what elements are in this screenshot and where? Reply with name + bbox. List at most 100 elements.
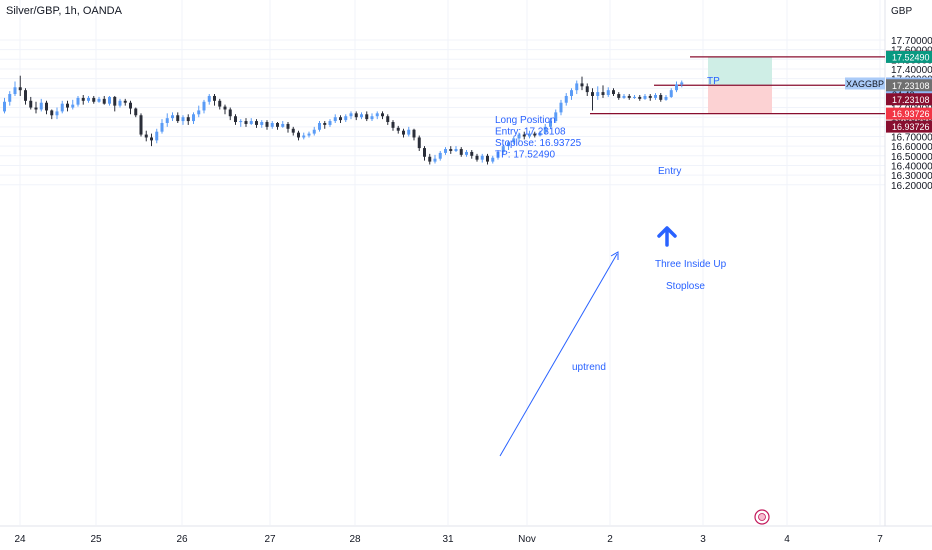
candle [601,92,605,96]
x-tick-label: 31 [442,534,454,545]
candle [465,151,468,155]
candle [165,118,169,123]
x-tick-label: 25 [90,534,102,545]
candle [155,131,159,141]
entry-label: Entry [658,166,681,177]
candle [18,87,22,91]
candle [564,95,568,103]
candle [223,106,227,110]
candle [50,110,54,116]
candle [213,95,216,101]
price-tag-label: 16.93726 [892,109,930,119]
candle [470,151,474,156]
candle [55,111,59,116]
candle [328,121,332,125]
candle [522,134,526,137]
candle [197,110,201,115]
candle [29,100,33,108]
candle [71,104,75,108]
y-tick-label: 16.60000 [891,142,932,153]
candle [517,134,521,139]
symbol-tag[interactable] [845,77,885,90]
y-tick-label: 17.40000 [891,65,932,76]
candle [181,117,185,122]
candle [528,133,531,137]
position-label-line: Entry: 17.23108 [495,127,566,138]
candle [680,82,684,85]
candle [160,122,164,132]
candle [417,137,421,149]
candle [659,95,663,100]
candle [606,90,610,96]
price-tag [886,93,932,106]
candle [45,102,48,111]
candle [475,155,479,160]
candle [575,83,579,91]
candle [307,133,311,136]
x-tick-label: 4 [784,534,790,545]
candle [323,122,327,125]
candle [675,84,678,91]
candle [496,151,500,158]
x-tick-label: 24 [14,534,26,545]
candle [402,130,405,135]
candle [139,115,143,135]
y-tick-label: 16.20000 [891,181,932,192]
candle [554,112,558,122]
candle [433,158,437,162]
y-tick-label: 17.70000 [891,36,932,47]
candle [627,95,631,98]
uptrend-arrow[interactable] [499,253,618,457]
candle [543,126,547,133]
candle [648,95,652,98]
price-tag-label: 17.23108 [892,81,930,91]
candle [360,114,363,118]
candle [123,100,127,103]
candle [39,102,43,110]
candle [108,96,111,104]
x-tick-label: 28 [349,534,361,545]
candle [538,132,542,136]
candle [428,156,432,162]
candle [559,102,563,113]
pattern-arrow-icon [657,226,677,247]
candle [612,90,615,95]
candle [186,117,190,122]
candle [239,121,243,123]
profit-zone[interactable] [708,56,772,86]
candle [81,97,85,101]
candle [664,96,668,100]
price-tag [886,50,932,63]
candle [480,155,484,160]
loss-zone[interactable] [708,85,772,114]
candle [438,152,442,159]
candle [291,128,295,133]
pattern-label: Three Inside Up [655,259,727,270]
candle [407,129,411,135]
candle [207,95,211,102]
candle [454,149,458,151]
x-tick-label: 2 [607,534,613,545]
candle [92,97,96,102]
y-tick-label: 16.30000 [891,171,932,182]
x-tick-label: 27 [264,534,276,545]
candle [66,103,69,108]
price-tag [886,79,932,92]
uptrend-arrowhead [610,251,619,260]
candle [192,114,195,122]
candle [118,100,122,106]
y-tick-label: 16.50000 [891,152,932,163]
candle [444,149,447,153]
candle [339,117,342,121]
candle [375,113,379,117]
position-label-line: Stoplose: 16.93725 [495,138,582,149]
tp-label: TP [707,76,720,87]
candle [344,116,348,121]
candle [113,96,117,106]
candle [34,107,38,110]
y-tick-label: 16.70000 [891,133,932,144]
candle [297,132,300,138]
candle [286,123,290,129]
